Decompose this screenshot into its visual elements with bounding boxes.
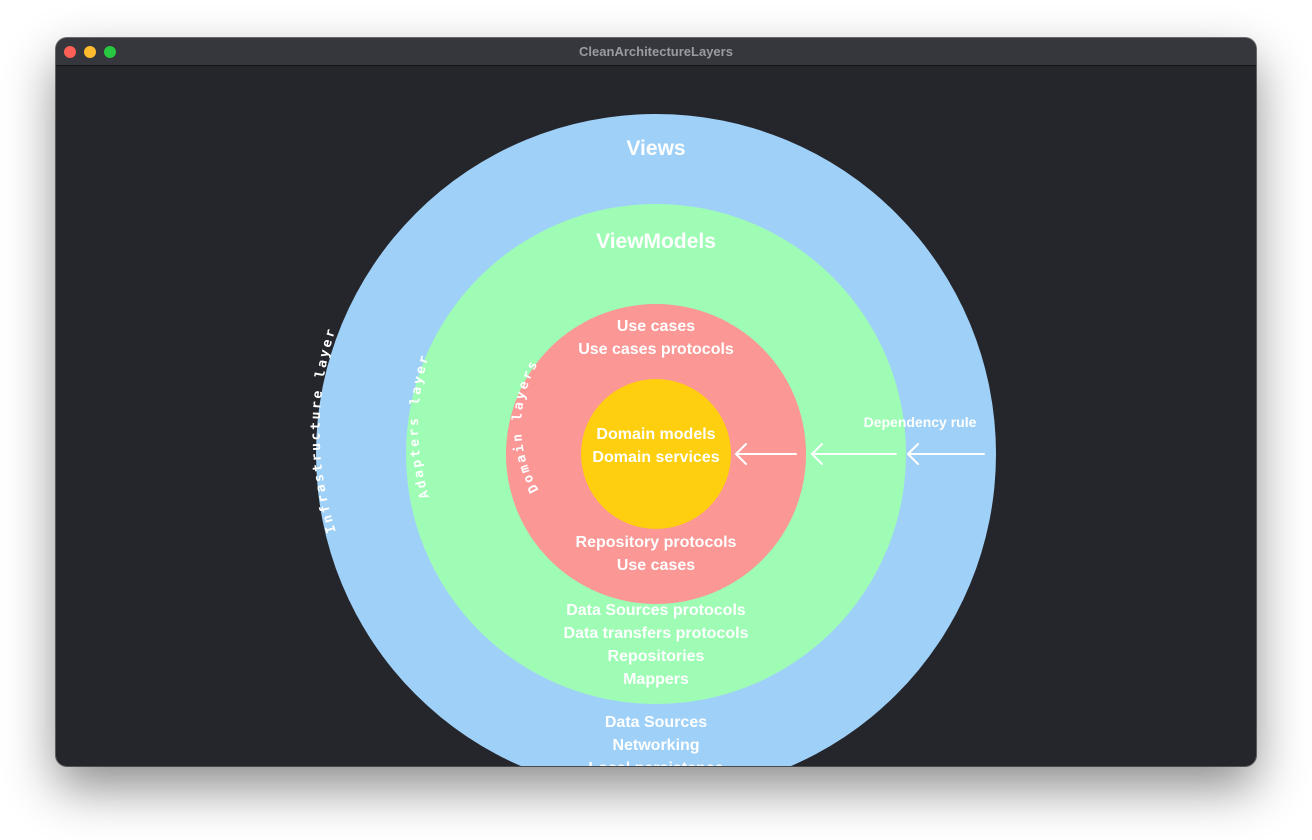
- domain-item: Repository protocols: [576, 534, 737, 551]
- domain-item: Use cases: [617, 557, 695, 574]
- core-item: Domain services: [592, 449, 719, 466]
- diagram-canvas: Infrastructure layer Adapters layer Doma…: [56, 66, 1256, 766]
- viewmodels-title: ViewModels: [596, 230, 716, 253]
- dependency-arrow: [734, 443, 797, 465]
- title-bar[interactable]: CleanArchitectureLayers: [56, 38, 1256, 66]
- zoom-window-button[interactable]: [104, 46, 116, 58]
- adapters-item: Mappers: [623, 671, 689, 688]
- close-window-button[interactable]: [64, 46, 76, 58]
- infrastructure-item: Networking: [612, 737, 699, 754]
- app-window: CleanArchitectureLayers Infrastructure l…: [56, 38, 1256, 766]
- adapters-item: Data Sources protocols: [566, 602, 746, 619]
- window-title: CleanArchitectureLayers: [579, 44, 733, 59]
- svg-text:Adapters layer: Adapters layer: [407, 352, 433, 501]
- infrastructure-item: Data Sources: [605, 714, 707, 731]
- adapters-item: Repositories: [608, 648, 705, 665]
- views-title: Views: [626, 137, 685, 160]
- adapters-layer-label: Adapters layer: [407, 352, 431, 501]
- infrastructure-item: Local persistence: [588, 760, 723, 766]
- clean-architecture-diagram: Infrastructure layer Adapters layer Doma…: [309, 114, 996, 766]
- dependency-arrow: [810, 443, 897, 465]
- adapters-item: Data transfers protocols: [564, 625, 749, 642]
- domain-item: Use cases: [617, 318, 695, 335]
- core-item: Domain models: [596, 426, 715, 443]
- dependency-rule-label: Dependency rule: [864, 414, 977, 430]
- domain-core-circle: [581, 379, 731, 529]
- dependency-arrow: [906, 443, 985, 465]
- minimize-window-button[interactable]: [84, 46, 96, 58]
- domain-item: Use cases protocols: [578, 341, 734, 358]
